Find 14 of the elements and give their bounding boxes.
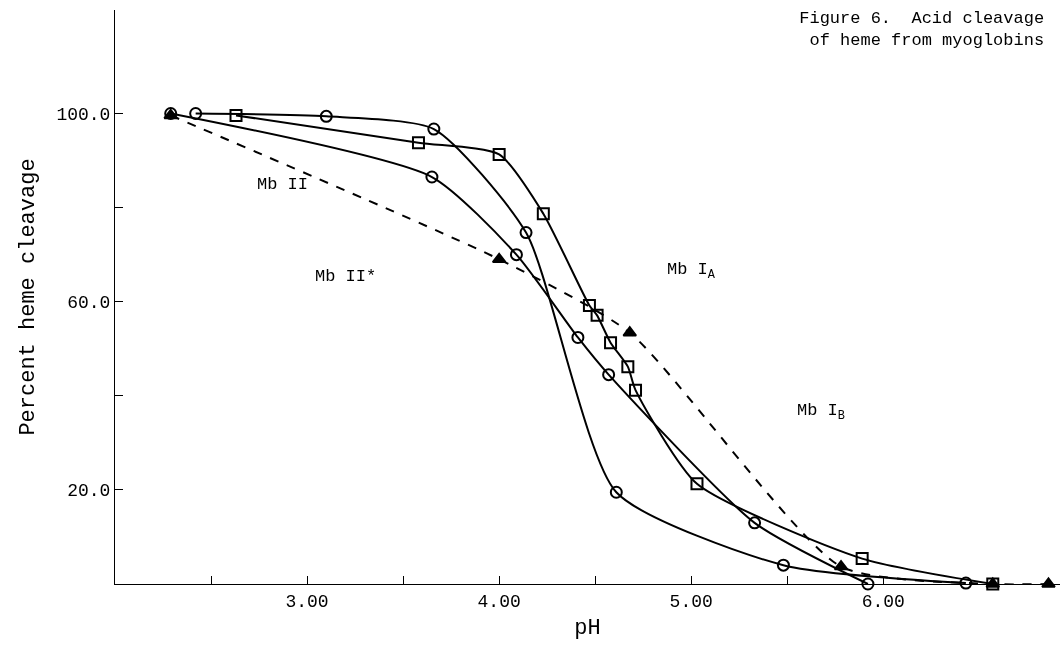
x-tick-label: 3.00 xyxy=(285,591,329,612)
y-axis-title: Percent heme cleavage xyxy=(16,158,42,436)
y-tick-label: 100.0 xyxy=(56,104,111,125)
annotation: Mb II* xyxy=(315,267,377,286)
text: Figure 6. Acid cleavage of heme from myoglobins xyxy=(799,8,1045,50)
y-tick-label: 60.0 xyxy=(67,293,111,313)
y-tick-label: 20.0 xyxy=(67,481,111,502)
annotation: Mb II xyxy=(257,175,309,194)
x-tick-label: 6.00 xyxy=(861,591,905,612)
annotation: Mb I$_{B}$ xyxy=(797,401,845,423)
x-tick-label: 5.00 xyxy=(669,591,713,612)
x-tick-label: 4.00 xyxy=(477,591,521,612)
annotation: Mb I$_{A}$ xyxy=(667,260,716,282)
x-axis-title: pH xyxy=(574,616,601,642)
